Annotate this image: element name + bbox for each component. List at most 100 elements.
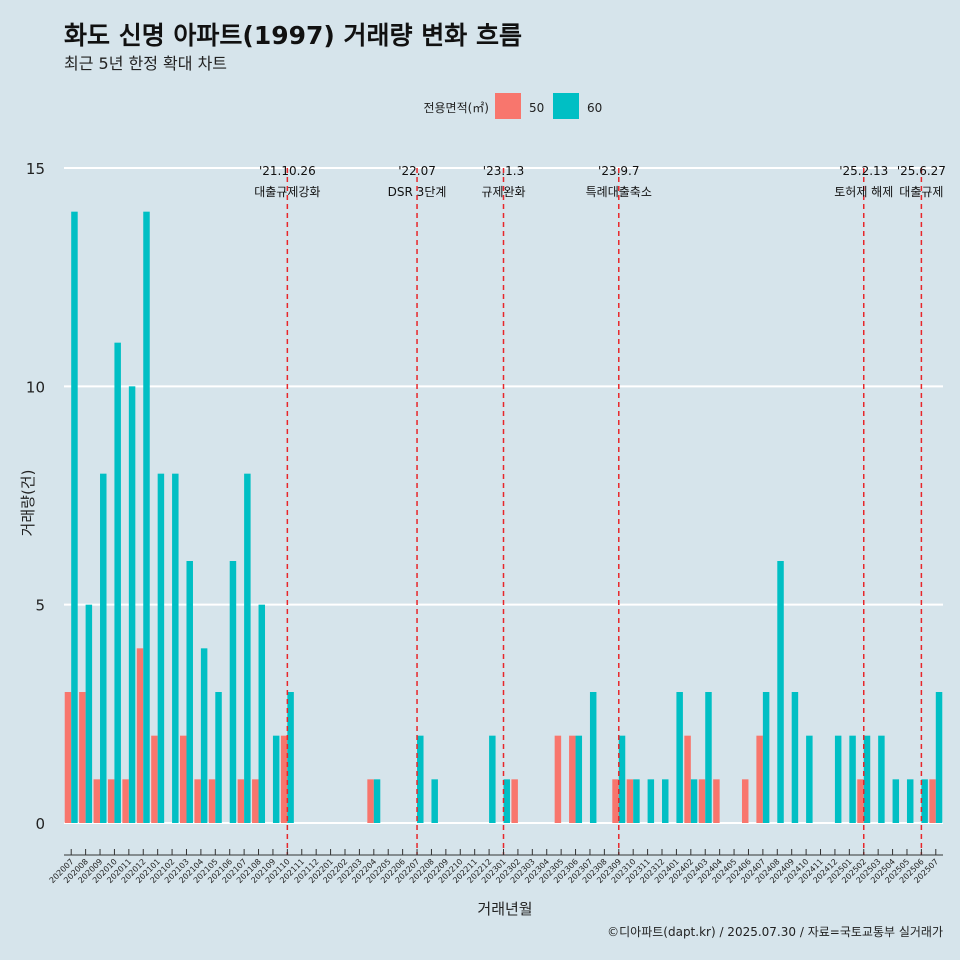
event-labels: '21.10.26 대출규제강화 '22.07 DSR 3단계 '23.1.3 규제완화 '…: [254, 164, 946, 199]
event-date-202506: '25.6.27: [897, 164, 946, 178]
bar-60-202011: [128, 386, 136, 823]
event-date-202207: '22.07: [398, 164, 436, 178]
x-axis-title: 거래년월: [477, 900, 532, 918]
event-date-202502: '25.2.13: [839, 164, 888, 178]
legend-title: 전용면적(㎡): [423, 101, 489, 115]
bar-60-202109: [272, 735, 280, 823]
bar-60-202312: [662, 779, 669, 823]
bar-60-202410: [806, 735, 813, 823]
bar-50-202012: [136, 648, 144, 823]
chart-subtitle: 최근 5년 한정 확대 차트: [64, 54, 227, 73]
bar-50-202104: [194, 779, 201, 823]
bar-60-202402: [690, 779, 698, 823]
event-date-202309: '23.9.7: [598, 164, 639, 178]
bar-60-202408: [777, 561, 784, 823]
event-label-202506: 대출규제: [899, 185, 943, 199]
bar-60-202501: [849, 735, 856, 823]
bar-60-202407: [762, 692, 770, 823]
legend-label-60: 60: [587, 101, 602, 115]
bar-60-202507: [935, 692, 943, 823]
event-label-202502: 토허제 해제: [834, 185, 893, 199]
bar-60-202301: [503, 779, 510, 823]
bar-50-202306: [569, 735, 576, 823]
bar-60-202311: [647, 779, 655, 823]
bar-50-202404: [713, 779, 720, 823]
bar-60-202212: [489, 735, 496, 823]
bar-50-202105: [208, 779, 216, 823]
event-label-202309: 특례대출축소: [586, 185, 652, 199]
bar-60-202103: [186, 561, 193, 823]
bar-60-202504: [892, 779, 900, 823]
bar-60-202412: [834, 735, 842, 823]
bar-50-202010: [107, 779, 115, 823]
bar-60-202401: [676, 692, 683, 823]
bar-50-202008: [79, 692, 86, 823]
event-lines: [286, 168, 923, 855]
bar-60-202307: [589, 692, 597, 823]
bar-60-202008: [85, 604, 93, 823]
bar-50-202103: [179, 735, 187, 823]
bar-60-202503: [878, 735, 885, 823]
bar-50-202403: [698, 779, 706, 823]
bar-60-202007: [71, 211, 78, 823]
bar-50-202507: [929, 779, 936, 823]
bar-60-202403: [705, 692, 712, 823]
bar-60-202108: [258, 604, 266, 823]
legend-swatch-50: [495, 93, 521, 119]
bar-60-202101: [157, 473, 165, 823]
bar-50-202407: [756, 735, 763, 823]
bar-50-202309: [612, 779, 619, 823]
bar-50-202011: [122, 779, 129, 823]
bar-50-202101: [151, 735, 158, 823]
bar-50-202302: [511, 779, 518, 823]
y-tick-label-5: 5: [35, 597, 45, 615]
event-label-202110: 대출규제강화: [254, 185, 320, 199]
event-label-202207: DSR 3단계: [388, 185, 447, 199]
chart-caption: ©디아파트(dapt.kr) / 2025.07.30 / 자료=국토교통부 실…: [607, 925, 943, 939]
bar-60-202012: [143, 211, 150, 823]
bar-60-202105: [215, 692, 222, 823]
bars: [64, 211, 943, 823]
x-axis: 2020072020082020092020102020112020122021…: [48, 849, 943, 885]
event-label-202301: 규제완화: [481, 185, 525, 199]
bar-60-202207: [417, 735, 424, 823]
bar-60-202107: [244, 473, 251, 823]
y-tick-labels: 0 5 10 15: [26, 160, 45, 833]
bar-50-202107: [237, 779, 245, 823]
bar-50-202310: [626, 779, 634, 823]
bar-60-202306: [575, 735, 583, 823]
bar-50-202305: [554, 735, 562, 823]
bar-60-202502: [863, 735, 871, 823]
bar-50-202406: [741, 779, 749, 823]
bar-50-202110: [280, 735, 288, 823]
bar-50-202204: [367, 779, 374, 823]
y-tick-label-0: 0: [35, 815, 45, 833]
bar-60-202104: [200, 648, 208, 823]
legend: 전용면적(㎡) 50 60: [423, 93, 602, 119]
bar-50-202007: [64, 692, 72, 823]
bar-60-202409: [791, 692, 799, 823]
event-date-202110: '21.10.26: [259, 164, 316, 178]
legend-label-50: 50: [529, 101, 544, 115]
bar-50-202502: [857, 779, 864, 823]
bar-60-202102: [172, 473, 179, 823]
bar-60-202204: [373, 779, 381, 823]
bar-60-202110: [287, 692, 294, 823]
y-tick-label-10: 10: [26, 378, 45, 396]
bar-50-202108: [252, 779, 259, 823]
y-tick-label-15: 15: [26, 160, 45, 178]
bar-60-202010: [114, 342, 121, 823]
event-date-202301: '23.1.3: [483, 164, 524, 178]
bar-60-202505: [906, 779, 914, 823]
bar-60-202310: [633, 779, 640, 823]
y-axis-title: 거래량(건): [19, 470, 37, 537]
chart-title: 화도 신명 아파트(1997) 거래량 변화 흐름: [64, 21, 522, 50]
bar-60-202106: [229, 561, 237, 823]
bar-60-202309: [618, 735, 626, 823]
bar-50-202402: [684, 735, 691, 823]
bar-60-202506: [921, 779, 928, 823]
bar-60-202208: [431, 779, 438, 823]
legend-swatch-60: [553, 93, 579, 119]
